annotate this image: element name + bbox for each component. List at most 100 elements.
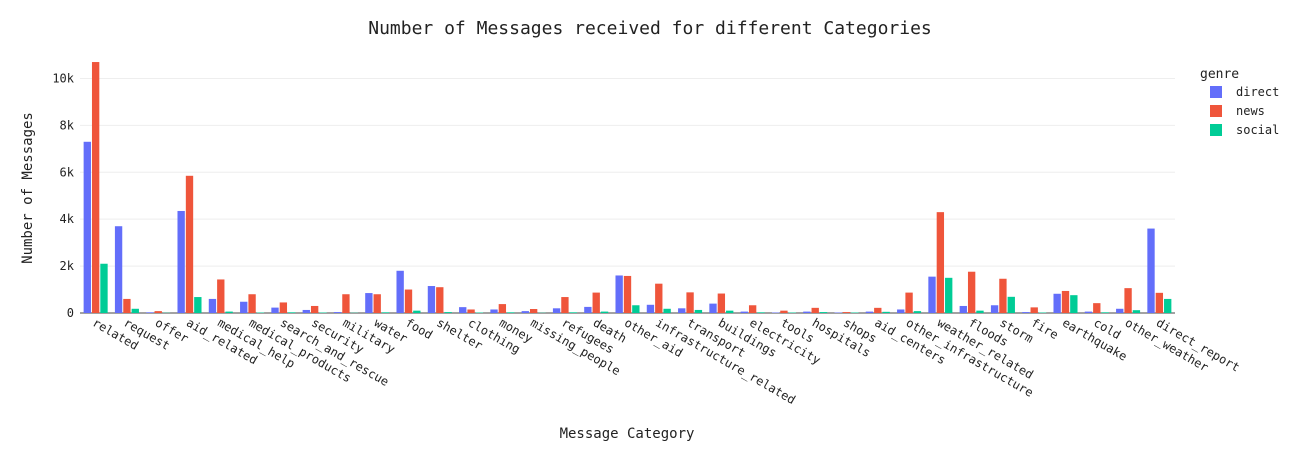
bar-social-death	[600, 311, 609, 313]
bar-news-cold	[1093, 303, 1101, 313]
bar-social-food	[413, 310, 421, 313]
bar-direct-military	[333, 312, 342, 313]
legend-swatch-news	[1210, 105, 1222, 117]
bar-direct-request	[114, 226, 123, 313]
bar-news-related	[91, 62, 100, 313]
bar-news-money	[498, 304, 507, 313]
bar-direct-electricity	[740, 311, 748, 313]
bar-direct-offer	[146, 312, 154, 313]
bar-direct-earthquake	[1053, 293, 1061, 313]
y-tick-label: 10k	[52, 71, 74, 85]
legend-swatch-social	[1210, 124, 1222, 136]
y-tick-label: 4k	[60, 212, 75, 226]
bar-direct-water	[365, 293, 373, 313]
bar-news-transport	[686, 292, 694, 313]
bar-news-medical_help	[217, 279, 225, 313]
bar-news-food	[404, 289, 413, 313]
bar-news-direct_report	[1155, 292, 1164, 313]
bar-social-infrastructure_related	[663, 308, 671, 313]
bar-direct-money	[490, 309, 498, 313]
bar-social-direct_report	[1164, 298, 1172, 313]
bar-news-missing_people	[529, 309, 538, 313]
bar-news-death	[592, 292, 600, 313]
bar-social-electricity	[757, 312, 765, 313]
bar-social-aid_related	[194, 297, 202, 313]
bar-direct-refugees	[552, 308, 561, 313]
bar-news-other_weather	[1124, 288, 1132, 313]
bar-direct-aid_centers	[865, 311, 874, 313]
y-tick-label: 2k	[60, 259, 75, 273]
chart-title: Number of Messages received for differen…	[368, 18, 932, 39]
bar-news-infrastructure_related	[655, 283, 663, 313]
bar-direct-direct_report	[1147, 228, 1155, 313]
x-tick-label: fire	[1029, 315, 1061, 342]
bar-news-tools	[780, 310, 788, 313]
bar-news-storm	[999, 278, 1007, 313]
bar-direct-fire	[1022, 312, 1030, 313]
bar-news-other_infrastructure	[905, 292, 913, 313]
bar-direct-shelter	[427, 286, 436, 313]
bar-news-medical_products	[248, 294, 256, 313]
bar-direct-aid_related	[177, 210, 185, 313]
legend: genre direct news social	[1200, 67, 1279, 137]
bar-news-earthquake	[1061, 290, 1070, 313]
bar-news-water	[373, 294, 381, 313]
bar-news-refugees	[561, 297, 569, 313]
legend-label-direct: direct	[1236, 85, 1279, 99]
bar-direct-storm	[990, 305, 999, 313]
bar-social-other_weather	[1132, 310, 1141, 313]
bar-news-clothing	[467, 309, 475, 313]
bar-direct-floods	[959, 305, 967, 313]
bar-social-weather_related	[945, 277, 953, 313]
bar-news-weather_related	[936, 212, 945, 313]
bar-social-hospitals	[819, 312, 828, 313]
bar-news-hospitals	[811, 307, 819, 313]
bar-social-request	[131, 308, 139, 313]
bar-news-military	[342, 294, 350, 313]
bar-direct-clothing	[459, 307, 467, 313]
bar-social-transport	[694, 309, 703, 313]
legend-label-social: social	[1236, 123, 1279, 137]
bar-direct-weather_related	[928, 276, 936, 313]
bars	[83, 62, 1172, 313]
bar-direct-food	[396, 270, 404, 313]
bar-news-shops	[842, 312, 851, 313]
bar-direct-cold	[1084, 311, 1093, 313]
bar-social-search_and_rescue	[288, 312, 296, 313]
bar-direct-hospitals	[803, 311, 811, 313]
x-tick-label: food	[403, 315, 435, 342]
legend-label-news: news	[1236, 104, 1265, 118]
y-tick-label: 0	[67, 306, 74, 320]
bar-direct-death	[584, 306, 592, 313]
legend-swatch-direct	[1210, 86, 1222, 98]
y-tick-label: 6k	[60, 165, 75, 179]
bar-direct-security	[302, 309, 310, 313]
bar-news-offer	[154, 311, 162, 313]
bar-news-electricity	[748, 305, 757, 313]
bar-social-water	[381, 312, 390, 313]
bar-direct-search_and_rescue	[271, 307, 279, 313]
bar-news-security	[310, 305, 319, 313]
bar-social-other_infrastructure	[913, 311, 922, 313]
bar-news-aid_related	[185, 175, 194, 313]
legend-title: genre	[1200, 67, 1239, 82]
bar-direct-missing_people	[521, 311, 529, 313]
bar-news-buildings	[717, 293, 726, 313]
bar-direct-other_weather	[1116, 308, 1124, 313]
bar-news-fire	[1030, 307, 1038, 313]
bar-social-other_aid	[632, 305, 640, 313]
bar-news-search_and_rescue	[279, 302, 288, 313]
bar-news-floods	[967, 271, 976, 313]
x-axis-title: Message Category	[560, 426, 695, 442]
bar-news-other_aid	[623, 275, 632, 313]
bar-direct-transport	[678, 308, 686, 313]
bar-direct-other_infrastructure	[897, 309, 905, 313]
bar-news-request	[123, 298, 131, 313]
bar-direct-related	[83, 141, 91, 313]
bar-direct-infrastructure_related	[646, 304, 655, 313]
bar-social-storm	[1007, 296, 1015, 313]
bar-social-buildings	[726, 310, 734, 313]
bar-direct-medical_help	[208, 298, 217, 313]
bar-direct-buildings	[709, 303, 717, 313]
